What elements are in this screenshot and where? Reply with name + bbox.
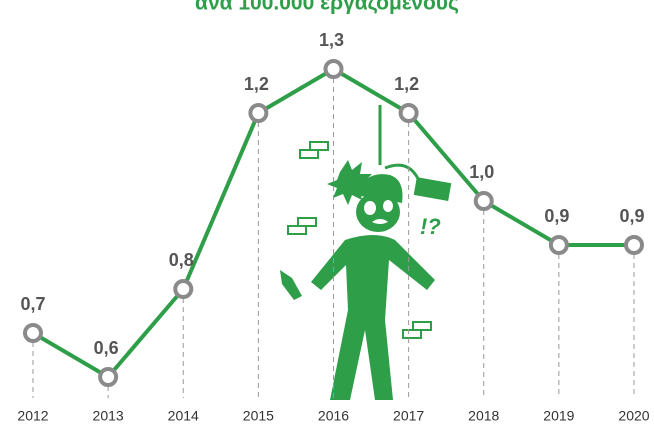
point	[626, 237, 642, 253]
x-tick-label: 2015	[243, 408, 274, 424]
x-tick-label: 2019	[543, 408, 574, 424]
point	[401, 105, 417, 121]
x-tick-label: 2012	[17, 408, 48, 424]
point	[326, 61, 342, 77]
value-label: 1,0	[469, 162, 494, 182]
value-label: 1,2	[394, 74, 419, 94]
point	[175, 281, 191, 297]
value-label: 0,9	[619, 206, 644, 226]
worker-illustration: !?	[280, 105, 451, 400]
x-tick-label: 2018	[468, 408, 499, 424]
point	[100, 369, 116, 385]
chart: ανά 100.000 εργαζομένους !? 2012 2013 2014…	[0, 0, 654, 430]
x-tick-label: 2013	[93, 408, 124, 424]
point	[250, 105, 266, 121]
point	[25, 325, 41, 341]
chart-title: ανά 100.000 εργαζομένους	[195, 0, 459, 15]
x-tick-label: 2017	[393, 408, 424, 424]
svg-text:!?: !?	[420, 214, 441, 239]
value-label: 1,2	[244, 74, 269, 94]
value-label: 1,3	[319, 30, 344, 50]
value-label: 0,8	[169, 250, 194, 270]
x-tick-label: 2016	[318, 408, 349, 424]
value-label: 0,6	[94, 338, 119, 358]
value-label: 0,9	[544, 206, 569, 226]
x-tick-label: 2014	[168, 408, 199, 424]
value-label: 0,7	[20, 294, 45, 314]
x-tick-label: 2020	[618, 408, 649, 424]
point	[476, 193, 492, 209]
point	[551, 237, 567, 253]
